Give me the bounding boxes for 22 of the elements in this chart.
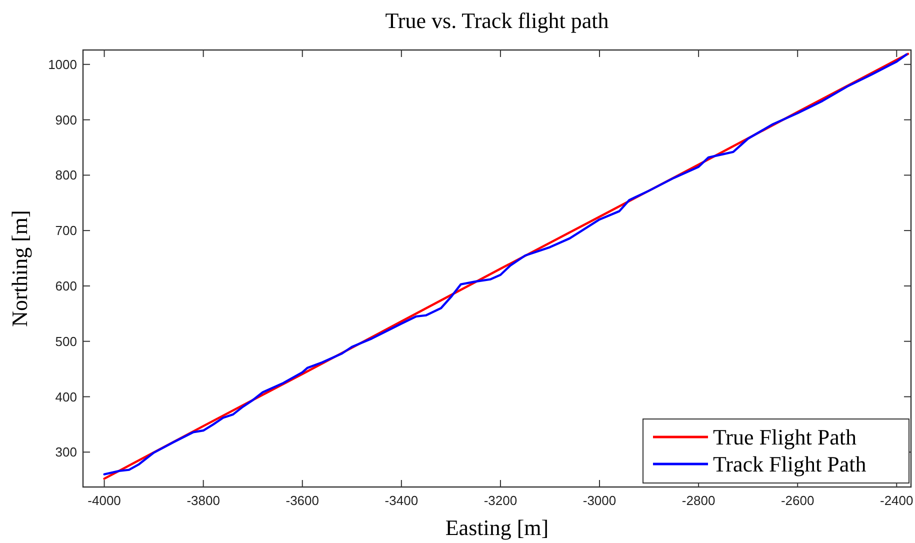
x-tick-label: -2600	[780, 493, 814, 508]
y-tick-label: 500	[55, 334, 77, 349]
legend-label: Track Flight Path	[713, 452, 866, 477]
y-tick-label: 700	[55, 223, 77, 238]
y-tick-label: 900	[55, 112, 77, 128]
x-tick-label: -3600	[286, 493, 320, 508]
x-tick-label: -4000	[88, 493, 121, 508]
y-tick-label: 300	[55, 444, 77, 460]
x-tick-label: -3200	[484, 493, 518, 508]
legend-label: True Flight Path	[713, 424, 856, 450]
x-tick-label: -2800	[682, 493, 716, 508]
x-axis-title: Easting [m]	[445, 515, 549, 540]
y-tick-label: 1000	[48, 56, 77, 72]
y-tick-label: 600	[55, 278, 77, 294]
x-tick-label: -3000	[582, 493, 616, 508]
y-tick-label: 800	[55, 168, 77, 183]
x-tick-label: -3800	[186, 493, 220, 508]
y-axis-title: Northing [m]	[7, 210, 32, 327]
x-tick-label: -3400	[384, 493, 418, 508]
x-tick-label: -2400	[880, 493, 914, 508]
chart-title: True vs. Track flight path	[385, 8, 609, 33]
y-tick-label: 400	[55, 389, 77, 404]
